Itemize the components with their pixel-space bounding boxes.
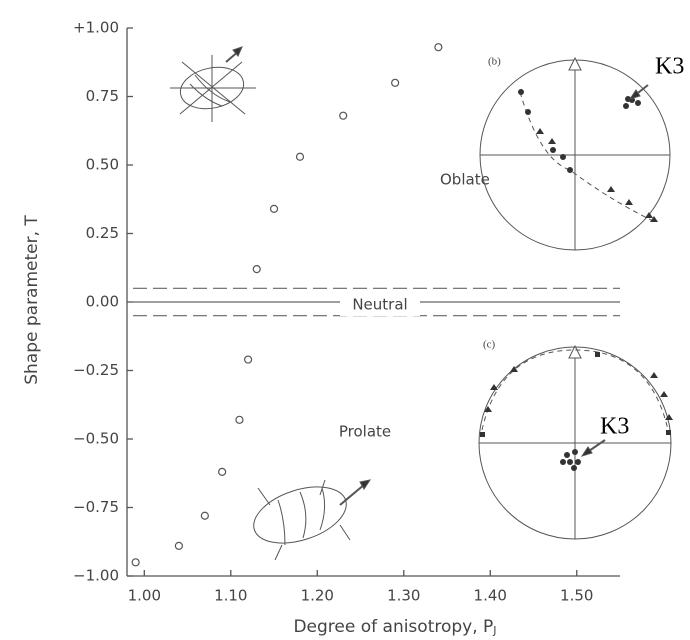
point [218,467,227,476]
point [339,111,348,120]
x-tick-label: 1.10 [214,587,247,605]
prolate-sketch [253,479,372,561]
point [243,355,253,364]
point [252,265,261,274]
y-tick-label: 0.50 [86,156,119,174]
annotation: (c) [483,339,496,351]
annotation: K3 [655,54,684,80]
annotation: Neutral [352,296,407,314]
y-tick-label: −0.25 [73,361,119,379]
point [269,204,279,213]
point [235,415,244,424]
point [391,78,400,87]
annotation: (b) [488,56,501,68]
y-tick-label: 0.75 [86,87,119,105]
x-tick-label: 1.00 [128,587,161,605]
y-tick-label: 0.00 [86,293,119,311]
point [200,511,209,520]
x-tick-label: 1.20 [301,587,334,605]
oblate-sketch [170,46,256,122]
x-tick-label: 1.40 [474,587,507,605]
point [131,558,140,567]
y-tick-label: −1.00 [73,567,119,585]
x-axis-label-subscript: J [492,624,496,637]
annotation: K3 [600,414,629,440]
y-axis-label: Shape parameter, T [22,215,42,385]
x-axis-label: Degree of anisotropy, PJ [293,617,496,637]
x-tick-label: 1.30 [387,587,420,605]
annotation: Oblate [440,171,490,189]
y-tick-label: −0.50 [73,430,119,448]
y-tick-label: −0.75 [73,498,119,516]
stereonet-c [478,344,673,540]
x-axis-label-text: Degree of anisotropy, P [293,617,493,637]
point [174,541,183,550]
y-tick-label: 0.25 [86,224,119,242]
stereonet-b [479,56,671,251]
y-tick-label: +1.00 [73,19,119,37]
point [434,43,443,52]
point [295,152,305,161]
label-background [340,292,420,316]
annotation: Prolate [339,423,391,441]
x-tick-label: 1.50 [560,587,593,605]
